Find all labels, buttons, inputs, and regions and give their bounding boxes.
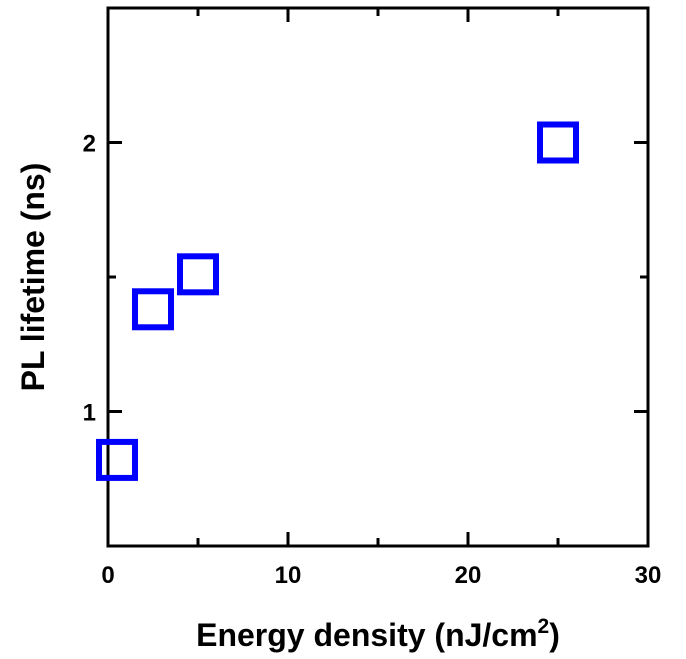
x-tick-label: 10	[275, 562, 302, 589]
data-point-square	[132, 288, 174, 331]
y-tick-label: 2	[83, 131, 96, 158]
data-points	[96, 121, 579, 481]
x-axis-title-superscript: 2	[538, 615, 550, 638]
plot-frame	[106, 6, 650, 548]
x-axis-title-suffix: )	[549, 617, 560, 653]
x-tick-label: 20	[455, 562, 482, 589]
y-axis-title: PL lifetime (ns)	[15, 163, 51, 392]
x-tick-label: 30	[635, 562, 662, 589]
axis-ticks	[106, 6, 650, 548]
data-point-square	[177, 253, 219, 296]
data-point-square	[96, 438, 138, 481]
x-axis-title: Energy density (nJ/cm2)	[196, 615, 560, 653]
x-tick-label: 0	[101, 562, 114, 589]
axis-tick-labels: 0 10 20 30 1 2	[83, 131, 662, 590]
data-point-square	[537, 121, 579, 164]
y-tick-label: 1	[83, 400, 96, 427]
